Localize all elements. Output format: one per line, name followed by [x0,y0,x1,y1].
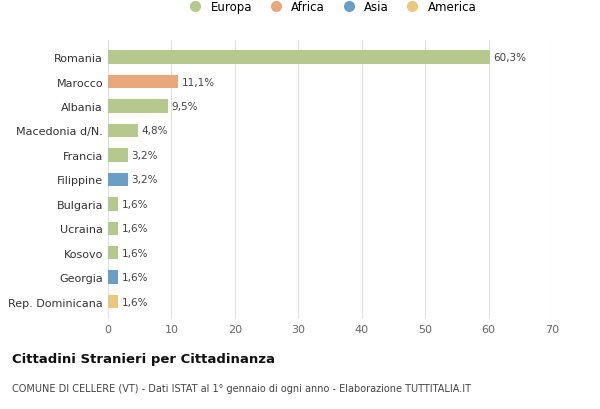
Text: Cittadini Stranieri per Cittadinanza: Cittadini Stranieri per Cittadinanza [12,352,275,365]
Bar [108,271,118,284]
Text: 1,6%: 1,6% [121,199,148,209]
Bar [108,295,118,309]
Text: COMUNE DI CELLERE (VT) - Dati ISTAT al 1° gennaio di ogni anno - Elaborazione TU: COMUNE DI CELLERE (VT) - Dati ISTAT al 1… [12,382,471,393]
Bar [108,76,178,89]
Text: 60,3%: 60,3% [494,53,527,63]
Text: 3,2%: 3,2% [131,175,158,185]
Text: 1,6%: 1,6% [121,272,148,283]
Bar [108,173,128,187]
Text: 4,8%: 4,8% [142,126,168,136]
Text: 11,1%: 11,1% [182,77,215,88]
Text: 1,6%: 1,6% [121,224,148,234]
Bar [108,247,118,260]
Text: 9,5%: 9,5% [172,102,198,112]
Bar [108,100,168,113]
Legend: Europa, Africa, Asia, America: Europa, Africa, Asia, America [179,0,481,19]
Text: 3,2%: 3,2% [131,151,158,161]
Bar [108,222,118,236]
Bar [108,51,490,65]
Bar [108,124,139,138]
Text: 1,6%: 1,6% [121,248,148,258]
Bar [108,149,128,162]
Bar [108,198,118,211]
Text: 1,6%: 1,6% [121,297,148,307]
